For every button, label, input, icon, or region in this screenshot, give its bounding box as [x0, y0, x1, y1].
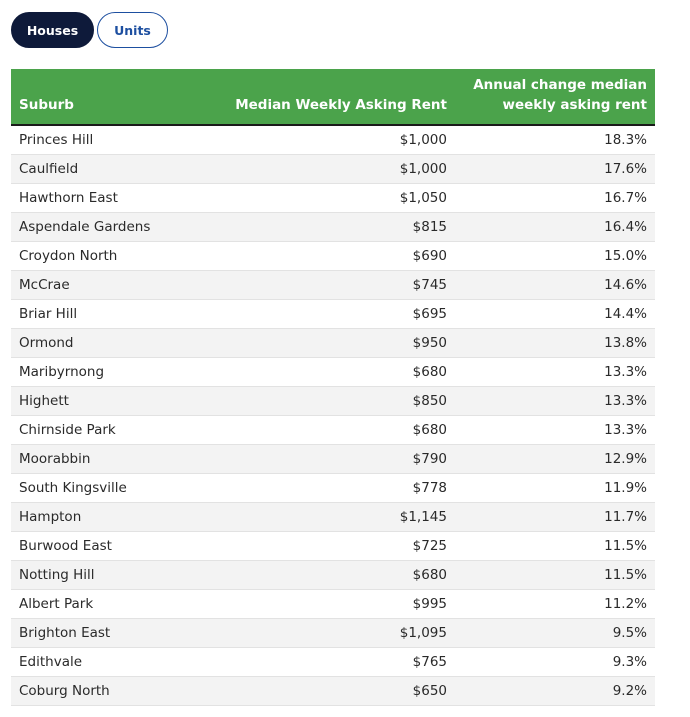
table-row: Notting Hill $680 11.5% [11, 560, 655, 590]
property-type-tabs: Houses Units [11, 12, 168, 48]
table-row: Moorabbin $790 12.9% [11, 444, 655, 474]
header-annual-change: Annual change median weekly asking rent [455, 69, 655, 126]
rent-cell: $725 [161, 531, 455, 561]
rent-table: Suburb Median Weekly Asking Rent Annual … [11, 69, 655, 706]
suburb-cell: Albert Park [11, 589, 161, 619]
change-cell: 16.7% [455, 183, 655, 213]
change-cell: 11.9% [455, 473, 655, 503]
table-row: Highett $850 13.3% [11, 386, 655, 416]
rent-cell: $850 [161, 386, 455, 416]
suburb-cell: Coburg North [11, 676, 161, 706]
table-row: Chirnside Park $680 13.3% [11, 415, 655, 445]
rent-cell: $995 [161, 589, 455, 619]
change-cell: 11.7% [455, 502, 655, 532]
header-suburb: Suburb [11, 69, 161, 126]
tab-houses[interactable]: Houses [11, 12, 94, 48]
rent-cell: $680 [161, 357, 455, 387]
table-row: Coburg North $650 9.2% [11, 676, 655, 706]
rent-cell: $695 [161, 299, 455, 329]
change-cell: 9.2% [455, 676, 655, 706]
rent-cell: $1,145 [161, 502, 455, 532]
rent-cell: $690 [161, 241, 455, 271]
table-body: Princes Hill $1,000 18.3% Caulfield $1,000 17… [11, 125, 655, 706]
rent-cell: $1,000 [161, 125, 455, 155]
suburb-cell: Brighton East [11, 618, 161, 648]
suburb-cell: Burwood East [11, 531, 161, 561]
suburb-cell: Moorabbin [11, 444, 161, 474]
suburb-cell: Caulfield [11, 154, 161, 184]
rent-cell: $815 [161, 212, 455, 242]
rent-cell: $790 [161, 444, 455, 474]
suburb-cell: South Kingsville [11, 473, 161, 503]
table-row: Hampton $1,145 11.7% [11, 502, 655, 532]
suburb-cell: Hawthorn East [11, 183, 161, 213]
rent-cell: $950 [161, 328, 455, 358]
rent-cell: $765 [161, 647, 455, 677]
change-cell: 13.3% [455, 357, 655, 387]
table-row: Albert Park $995 11.2% [11, 589, 655, 619]
change-cell: 14.4% [455, 299, 655, 329]
rent-cell: $1,000 [161, 154, 455, 184]
tab-units[interactable]: Units [97, 12, 168, 48]
suburb-cell: Chirnside Park [11, 415, 161, 445]
suburb-cell: Hampton [11, 502, 161, 532]
table-row: Aspendale Gardens $815 16.4% [11, 212, 655, 242]
table-header: Suburb Median Weekly Asking Rent Annual … [11, 69, 655, 126]
change-cell: 13.3% [455, 415, 655, 445]
suburb-cell: Maribyrnong [11, 357, 161, 387]
table-row: Caulfield $1,000 17.6% [11, 154, 655, 184]
change-cell: 11.5% [455, 560, 655, 590]
suburb-cell: Princes Hill [11, 125, 161, 155]
change-cell: 17.6% [455, 154, 655, 184]
change-cell: 9.3% [455, 647, 655, 677]
table-row: Hawthorn East $1,050 16.7% [11, 183, 655, 213]
change-cell: 18.3% [455, 125, 655, 155]
suburb-cell: Ormond [11, 328, 161, 358]
change-cell: 12.9% [455, 444, 655, 474]
suburb-cell: Aspendale Gardens [11, 212, 161, 242]
header-median-rent: Median Weekly Asking Rent [161, 69, 455, 126]
table-row: Ormond $950 13.8% [11, 328, 655, 358]
rent-cell: $650 [161, 676, 455, 706]
table-row: Brighton East $1,095 9.5% [11, 618, 655, 648]
table-row: South Kingsville $778 11.9% [11, 473, 655, 503]
change-cell: 16.4% [455, 212, 655, 242]
rent-cell: $1,095 [161, 618, 455, 648]
table-row: McCrae $745 14.6% [11, 270, 655, 300]
suburb-cell: Highett [11, 386, 161, 416]
rent-cell: $1,050 [161, 183, 455, 213]
change-cell: 13.3% [455, 386, 655, 416]
table-row: Edithvale $765 9.3% [11, 647, 655, 677]
rent-cell: $680 [161, 415, 455, 445]
change-cell: 11.5% [455, 531, 655, 561]
table-row: Maribyrnong $680 13.3% [11, 357, 655, 387]
change-cell: 14.6% [455, 270, 655, 300]
table-row: Princes Hill $1,000 18.3% [11, 125, 655, 155]
suburb-cell: McCrae [11, 270, 161, 300]
suburb-cell: Croydon North [11, 241, 161, 271]
table-row: Croydon North $690 15.0% [11, 241, 655, 271]
table-row: Briar Hill $695 14.4% [11, 299, 655, 329]
suburb-cell: Briar Hill [11, 299, 161, 329]
header-row: Suburb Median Weekly Asking Rent Annual … [11, 69, 655, 126]
change-cell: 15.0% [455, 241, 655, 271]
rent-cell: $778 [161, 473, 455, 503]
suburb-cell: Edithvale [11, 647, 161, 677]
rent-cell: $745 [161, 270, 455, 300]
change-cell: 11.2% [455, 589, 655, 619]
change-cell: 9.5% [455, 618, 655, 648]
rent-cell: $680 [161, 560, 455, 590]
suburb-cell: Notting Hill [11, 560, 161, 590]
change-cell: 13.8% [455, 328, 655, 358]
table-row: Burwood East $725 11.5% [11, 531, 655, 561]
